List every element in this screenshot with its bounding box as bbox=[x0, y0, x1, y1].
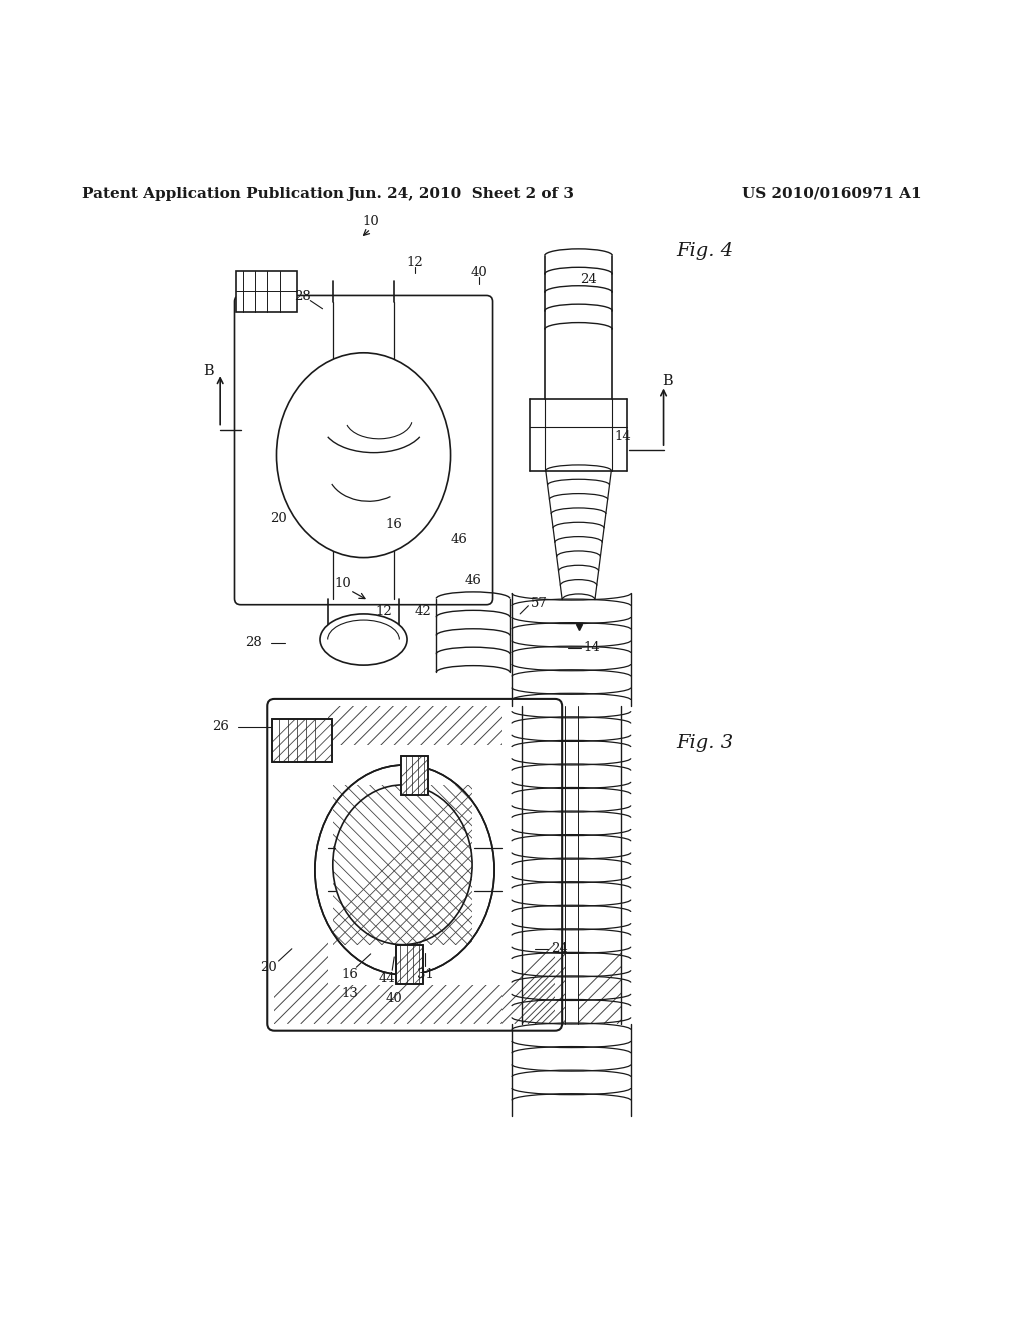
Text: 10: 10 bbox=[335, 577, 351, 590]
Text: 20: 20 bbox=[260, 961, 276, 974]
Text: 46: 46 bbox=[451, 533, 467, 545]
Bar bbox=[522, 706, 565, 1023]
Text: 28: 28 bbox=[246, 636, 262, 649]
Bar bbox=[328, 985, 502, 1023]
Text: 40: 40 bbox=[471, 267, 487, 280]
Text: 14: 14 bbox=[584, 642, 600, 655]
Bar bbox=[522, 706, 621, 1023]
Text: 28: 28 bbox=[294, 290, 310, 304]
Bar bbox=[236, 271, 297, 312]
Text: Patent Application Publication: Patent Application Publication bbox=[82, 187, 344, 201]
Text: 57: 57 bbox=[531, 597, 548, 610]
Bar bbox=[396, 945, 423, 983]
Text: 14: 14 bbox=[614, 430, 631, 444]
Text: B: B bbox=[204, 364, 214, 379]
Bar bbox=[328, 706, 502, 744]
Text: 16: 16 bbox=[342, 968, 358, 981]
Text: 40: 40 bbox=[386, 993, 402, 1006]
Text: 46: 46 bbox=[465, 574, 481, 586]
Bar bbox=[396, 945, 423, 983]
Bar bbox=[401, 756, 428, 795]
Text: US 2010/0160971 A1: US 2010/0160971 A1 bbox=[742, 187, 922, 201]
Bar bbox=[333, 785, 472, 945]
Text: 16: 16 bbox=[386, 519, 402, 532]
Text: 24: 24 bbox=[551, 942, 567, 956]
Bar bbox=[272, 719, 332, 763]
Bar bbox=[272, 719, 332, 763]
Text: 20: 20 bbox=[270, 512, 287, 525]
Text: 26: 26 bbox=[212, 721, 228, 733]
Text: 12: 12 bbox=[407, 256, 423, 269]
Text: 44: 44 bbox=[379, 972, 395, 985]
Bar bbox=[274, 706, 328, 1023]
Ellipse shape bbox=[333, 785, 472, 945]
Text: B: B bbox=[663, 375, 673, 388]
Ellipse shape bbox=[315, 766, 495, 975]
Bar bbox=[272, 719, 332, 763]
Text: Fig. 3: Fig. 3 bbox=[676, 734, 733, 751]
Text: 24: 24 bbox=[581, 272, 597, 285]
Text: Fig. 4: Fig. 4 bbox=[676, 242, 733, 260]
Text: 10: 10 bbox=[362, 215, 379, 228]
Bar bbox=[274, 706, 555, 1023]
FancyBboxPatch shape bbox=[234, 296, 493, 605]
Ellipse shape bbox=[319, 614, 407, 665]
Bar bbox=[396, 945, 423, 983]
Text: Jun. 24, 2010  Sheet 2 of 3: Jun. 24, 2010 Sheet 2 of 3 bbox=[347, 187, 574, 201]
Ellipse shape bbox=[276, 352, 451, 557]
Bar bbox=[401, 756, 428, 795]
Text: 13: 13 bbox=[342, 987, 358, 1001]
Bar bbox=[401, 756, 428, 795]
Text: 31: 31 bbox=[417, 968, 433, 981]
Bar bbox=[502, 706, 555, 1023]
Bar bbox=[578, 706, 621, 1023]
Bar bbox=[333, 785, 472, 945]
Text: 12: 12 bbox=[376, 606, 392, 618]
Text: 42: 42 bbox=[415, 606, 431, 618]
